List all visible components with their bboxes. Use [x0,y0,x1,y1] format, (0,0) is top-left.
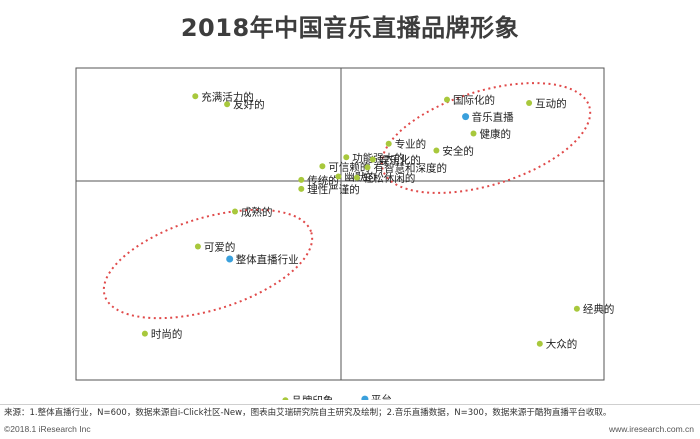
live-industry-cluster-ellipse [102,208,314,320]
brands-point-2 [361,395,369,400]
attributes-label-20: 品牌印象 [291,394,333,400]
attributes-label-1: 友好的 [233,98,265,111]
attributes-point-13 [353,174,360,181]
attributes-point-0 [192,93,199,100]
attributes-label-5: 专业的 [395,138,427,151]
attributes-point-5 [385,140,392,147]
brands-label-0: 音乐直播 [472,111,514,124]
source-note: 来源：1.整体直播行业，N=600，数据来源自i-Click社区-New，图表由… [4,408,612,418]
website: www.iresearch.com.cn [608,424,694,434]
attributes-label-8: 娱乐化的 [379,154,421,167]
attributes-label-16: 可爱的 [204,241,236,254]
attributes-point-15 [232,208,238,215]
brands-point-1 [226,255,234,263]
attributes-label-17: 时尚的 [151,328,183,341]
attributes-label-7: 可信赖的 [328,160,370,173]
attributes-point-12 [335,173,342,180]
plot-frame [75,67,605,381]
attributes-point-6 [343,154,350,161]
attributes-point-4 [470,130,477,137]
attributes-point-1 [224,101,231,108]
attributes-point-11 [298,176,305,183]
attributes-label-13: 轻松休闲的 [363,172,416,185]
attributes-point-3 [526,100,533,106]
attributes-label-2: 国际化的 [453,94,495,107]
attributes-label-0: 充满活力的 [201,90,254,103]
attributes-point-17 [141,330,148,337]
attributes-point-19 [536,340,543,347]
attributes-point-10 [364,164,371,171]
attributes-label-19: 大众的 [546,338,578,351]
attributes-point-9 [433,147,440,154]
attributes-point-2 [444,96,450,103]
attributes-point-8 [369,156,376,163]
attributes-label-9: 安全的 [442,145,474,158]
copyright: ©2018.1 iResearch Inc [4,424,91,434]
footer-divider [0,404,700,405]
attributes-label-12: 幽默的 [344,171,376,184]
attributes-label-4: 健康的 [480,128,512,141]
attributes-label-6: 功能强大的 [352,151,405,164]
attributes-label-14: 理性严谨的 [307,183,360,196]
attributes-label-10: 有智慧和深度的 [374,161,448,174]
attributes-point-16 [194,243,201,250]
chart-title: 2018年中国音乐直播品牌形象 [180,14,520,42]
brands-label-2: 平台 [371,393,392,400]
attributes-label-18: 经典的 [583,303,615,316]
attributes-point-7 [319,163,326,170]
brands-label-1: 整体直播行业 [236,253,299,266]
attributes-point-18 [573,305,580,312]
attributes-label-3: 互动的 [535,97,567,110]
attributes-label-11: 传统的 [307,174,339,187]
attributes-point-20 [282,397,289,400]
brands-point-0 [462,113,470,121]
music-live-cluster-ellipse [380,82,592,194]
attributes-point-14 [298,185,305,192]
attributes-label-15: 成熟的 [241,206,273,219]
